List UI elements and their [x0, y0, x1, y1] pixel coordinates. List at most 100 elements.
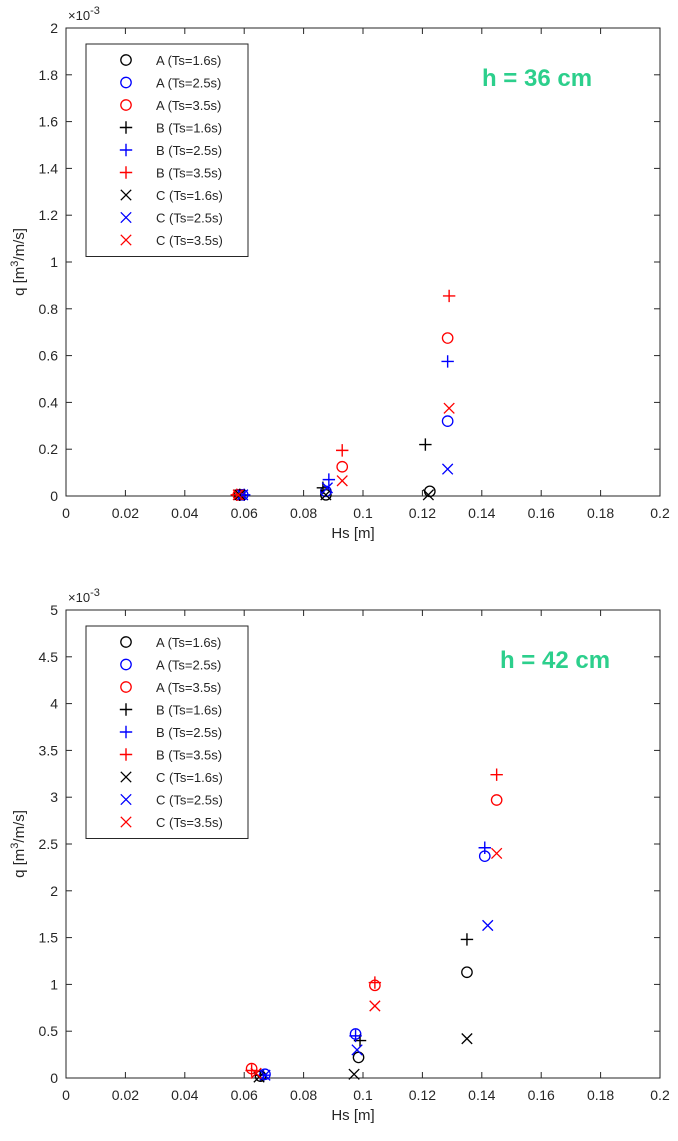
- data-point: [461, 1033, 473, 1045]
- data-point: [441, 463, 454, 475]
- legend-marker: [120, 816, 132, 828]
- x-tick-label: 0.1: [353, 505, 373, 521]
- y-tick-label: 1.2: [39, 207, 59, 223]
- legend-label: C (Ts=2.5s): [156, 793, 223, 808]
- series: [230, 289, 456, 502]
- legend-marker: [119, 166, 133, 179]
- x-tick-label: 0: [62, 505, 70, 521]
- y-tick-label: 3: [50, 789, 58, 805]
- legend-marker: [120, 211, 132, 224]
- data-point: [443, 402, 455, 414]
- y-tick-label: 4.5: [39, 649, 59, 665]
- data-point: [461, 966, 473, 979]
- y-tick-label: 1.8: [39, 67, 59, 83]
- data-point: [419, 438, 432, 451]
- legend-marker: [119, 725, 133, 739]
- data-point: [232, 489, 244, 501]
- chart-annotation: h = 36 cm: [482, 65, 592, 92]
- y-tick-label: 1.6: [39, 114, 59, 130]
- y-tick-label: 1.4: [39, 160, 59, 176]
- legend-label: C (Ts=1.6s): [156, 188, 223, 203]
- x-tick-label: 0: [62, 1087, 70, 1103]
- legend-marker: [120, 793, 132, 806]
- y-axis-label: q [m3/m/s]: [9, 810, 28, 878]
- data-point: [478, 841, 491, 854]
- y-tick-label: 0.6: [39, 348, 59, 364]
- legend-label: B (Ts=1.6s): [156, 703, 222, 718]
- y-tick-label: 1: [50, 976, 58, 992]
- data-point: [460, 933, 474, 946]
- x-tick-label: 0.16: [528, 505, 555, 521]
- legend-label: B (Ts=2.5s): [156, 143, 222, 158]
- data-point: [250, 1067, 262, 1079]
- legend: A (Ts=1.6s) A (Ts=2.5s) A (Ts=3.5s) B (Ts=1…: [85, 625, 249, 839]
- data-point: [257, 1068, 270, 1082]
- data-point: [482, 919, 494, 932]
- x-tick-label: 0.04: [171, 1087, 198, 1103]
- y-tick-label: 0: [50, 488, 58, 504]
- x-tick-label: 0.06: [231, 505, 258, 521]
- data-point: [441, 332, 454, 344]
- x-tick-label: 0.18: [587, 1087, 614, 1103]
- data-point: [245, 1064, 258, 1077]
- data-point: [368, 976, 382, 989]
- y-tick-label: 0: [50, 1070, 58, 1086]
- legend-marker: [120, 234, 132, 246]
- x-tick-label: 0.2: [650, 505, 670, 521]
- x-tick-label: 0.06: [231, 1087, 258, 1103]
- y-tick-label: 3.5: [39, 742, 59, 758]
- y-axis-label: q [m3/m/s]: [9, 228, 28, 296]
- data-point: [490, 794, 503, 806]
- data-point: [336, 444, 349, 457]
- x-axis-label: Hs [m]: [331, 525, 374, 542]
- y-tick-label: 0.2: [39, 441, 59, 457]
- x-tick-label: 0.1: [353, 1087, 373, 1103]
- data-point: [336, 460, 349, 473]
- x-tick-label: 0.12: [409, 1087, 436, 1103]
- series: [237, 463, 454, 501]
- data-point: [490, 847, 503, 860]
- legend-marker: [120, 189, 132, 201]
- legend-box: [85, 43, 249, 257]
- x-tick-label: 0.08: [290, 1087, 317, 1103]
- legend-label: B (Ts=3.5s): [156, 166, 222, 181]
- series: [259, 919, 494, 1081]
- legend-marker: [120, 771, 132, 783]
- y-exponent-label: ×10-3: [68, 587, 100, 605]
- x-tick-label: 0.14: [468, 505, 495, 521]
- legend-marker: [120, 99, 132, 111]
- data-point: [321, 482, 334, 494]
- data-point: [441, 415, 454, 427]
- legend-label: C (Ts=3.5s): [156, 815, 223, 830]
- legend-marker: [120, 636, 132, 648]
- series: [259, 850, 491, 1081]
- data-point: [336, 475, 348, 487]
- legend-label: A (Ts=3.5s): [156, 680, 221, 695]
- x-tick-label: 0.18: [587, 505, 614, 521]
- data-point: [442, 289, 456, 303]
- x-axis-label: Hs [m]: [331, 1107, 374, 1124]
- legend-marker: [120, 681, 132, 693]
- y-tick-label: 1.5: [39, 930, 59, 946]
- data-point: [237, 489, 249, 501]
- y-tick-label: 2.5: [39, 836, 59, 852]
- data-point: [234, 489, 246, 501]
- data-point: [322, 473, 336, 486]
- legend-marker: [119, 143, 133, 157]
- legend-label: B (Ts=3.5s): [156, 748, 222, 763]
- legend-label: B (Ts=1.6s): [156, 121, 222, 136]
- y-tick-label: 0.4: [39, 394, 59, 410]
- data-point: [351, 1044, 363, 1056]
- legend-label: A (Ts=3.5s): [156, 98, 221, 113]
- data-point: [259, 1068, 271, 1081]
- legend-marker: [119, 121, 133, 134]
- series: [245, 768, 503, 1077]
- y-tick-label: 0.5: [39, 1023, 59, 1039]
- data-point: [369, 1000, 381, 1012]
- y-tick-label: 5: [50, 602, 58, 618]
- y-tick-label: 2: [50, 20, 58, 36]
- legend-box: [85, 625, 249, 839]
- series: [232, 402, 455, 501]
- legend: A (Ts=1.6s) A (Ts=2.5s) A (Ts=3.5s) B (Ts=1…: [85, 43, 249, 257]
